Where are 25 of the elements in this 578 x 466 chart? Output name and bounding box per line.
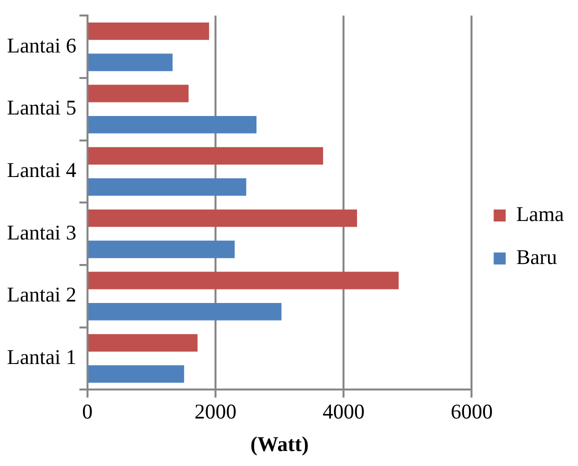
legend-label: Baru [516, 245, 558, 270]
bar [88, 365, 184, 383]
x-tick-label: 6000 [450, 400, 493, 424]
x-tick-label: 0 [82, 400, 93, 424]
x-tick-label: 4000 [322, 400, 365, 424]
y-tick-label: Lantai 4 [7, 158, 77, 182]
x-axis-title: (Watt) [250, 432, 309, 456]
x-tick-label: 2000 [194, 400, 236, 424]
y-tick-label: Lantai 5 [7, 96, 76, 120]
bar [88, 334, 198, 352]
legend-label: Lama [516, 202, 565, 226]
y-tick-label: Lantai 1 [7, 344, 76, 369]
bar [88, 22, 210, 40]
y-tick-label: Lantai 6 [7, 33, 76, 58]
bar [88, 54, 173, 72]
bar [88, 116, 256, 134]
bar [88, 302, 282, 320]
y-tick-label: Lantai 3 [7, 220, 76, 244]
bar [88, 178, 246, 196]
bar [88, 209, 358, 227]
bar [88, 272, 399, 290]
bar [88, 84, 189, 102]
bar [88, 240, 235, 258]
bar [88, 147, 324, 165]
y-tick-label: Lantai 2 [7, 282, 76, 307]
